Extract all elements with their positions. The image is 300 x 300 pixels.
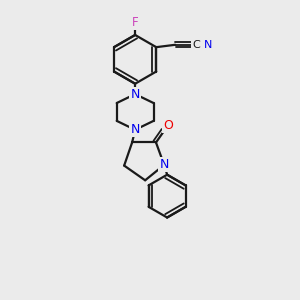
Text: N: N [204, 40, 212, 50]
Text: N: N [130, 123, 140, 136]
Text: N: N [160, 158, 169, 171]
Text: N: N [130, 88, 140, 100]
Text: F: F [132, 16, 139, 29]
Text: O: O [163, 119, 173, 132]
Text: C: C [192, 40, 200, 50]
